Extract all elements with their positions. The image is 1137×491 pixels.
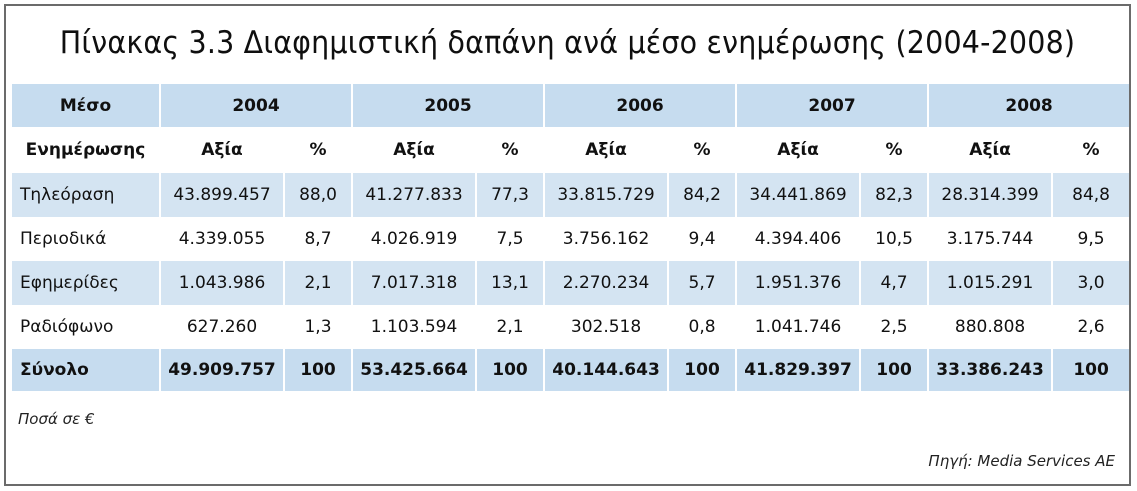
cell-value: 7.017.318 [351,261,477,305]
currency-note: Ποσά σε € [18,410,95,428]
table-title: Πίνακας 3.3 Διαφημιστική δαπάνη ανά μέσο… [59,25,1076,61]
cell-percent: 2,6 [1051,305,1130,349]
cell-percent: 10,5 [859,217,929,261]
header-year: 2007 [735,84,929,127]
cell-value: 41.277.833 [351,173,477,217]
cell-value: 43.899.457 [159,173,284,217]
total-percent: 100 [1051,349,1130,391]
cell-percent: 84,8 [1051,173,1130,217]
cell-percent: 4,7 [859,261,929,305]
advertising-spend-table: Μέσο 2004 2005 2006 2007 2008 Ενημέρωσης… [12,84,1130,391]
header-percent: % [1051,127,1130,173]
cell-percent: 3,0 [1051,261,1130,305]
cell-percent: 82,3 [859,173,929,217]
total-value: 53.425.664 [351,349,477,391]
total-label: Σύνολο [12,349,160,391]
table-row: Ραδιόφωνο 627.260 1,3 1.103.594 2,1 302.… [12,305,1130,349]
cell-percent: 8,7 [282,217,353,261]
cell-value: 2.270.234 [543,261,669,305]
cell-value: 4.026.919 [351,217,477,261]
table-row: Περιοδικά 4.339.055 8,7 4.026.919 7,5 3.… [12,217,1130,261]
total-value: 40.144.643 [543,349,669,391]
cell-percent: 9,4 [667,217,737,261]
header-year: 2004 [158,84,353,127]
cell-percent: 7,5 [475,217,545,261]
row-label: Περιοδικά [20,229,107,249]
row-label: Ραδιόφωνο [20,317,114,337]
table-figure: Πίνακας 3.3 Διαφημιστική δαπάνη ανά μέσο… [4,4,1131,486]
total-row: Σύνολο 49.909.757 100 53.425.664 100 40.… [12,349,1130,391]
header-value: Αξία [543,127,669,173]
total-percent: 100 [667,349,737,391]
table-row: Τηλεόραση 43.899.457 88,0 41.277.833 77,… [12,173,1130,217]
cell-value: 302.518 [543,305,669,349]
header-year: 2005 [351,84,545,127]
total-value: 33.386.243 [927,349,1053,391]
cell-percent: 2,1 [475,305,545,349]
cell-percent: 9,5 [1051,217,1130,261]
header-medium-cont: Ενημέρωσης [12,127,160,173]
cell-percent: 88,0 [282,173,353,217]
cell-percent: 2,1 [282,261,353,305]
header-row-subcolumns: Ενημέρωσης Αξία % Αξία % Αξία % Αξία % Α… [12,127,1130,173]
header-row-years: Μέσο 2004 2005 2006 2007 2008 [12,84,1130,127]
header-year: 2006 [543,84,737,127]
cell-percent: 13,1 [475,261,545,305]
cell-value: 1.041.746 [735,305,861,349]
header-percent: % [859,127,929,173]
cell-percent: 5,7 [667,261,737,305]
cell-percent: 2,5 [859,305,929,349]
row-label: Εφημερίδες [12,261,160,305]
row-label: Τηλεόραση [12,173,160,217]
total-percent: 100 [859,349,929,391]
cell-value: 4.394.406 [735,217,861,261]
total-value: 41.829.397 [735,349,861,391]
header-value: Αξία [351,127,477,173]
cell-value: 627.260 [159,305,284,349]
cell-value: 1.015.291 [927,261,1053,305]
header-percent: % [282,127,353,173]
table-row: Εφημερίδες 1.043.986 2,1 7.017.318 13,1 … [12,261,1130,305]
cell-percent: 0,8 [667,305,737,349]
cell-value: 34.441.869 [735,173,861,217]
cell-value: 4.339.055 [159,217,284,261]
total-percent: 100 [475,349,545,391]
header-medium: Μέσο [12,84,160,127]
cell-value: 3.175.744 [927,217,1053,261]
total-percent: 100 [282,349,353,391]
cell-value: 880.808 [927,305,1053,349]
source-note: Πηγή: Media Services AE [928,452,1115,470]
cell-value: 3.756.162 [543,217,669,261]
cell-percent: 77,3 [475,173,545,217]
cell-value: 1.043.986 [159,261,284,305]
cell-value: 33.815.729 [543,173,669,217]
cell-value: 28.314.399 [927,173,1053,217]
total-value: 49.909.757 [159,349,284,391]
cell-value: 1.103.594 [351,305,477,349]
header-percent: % [667,127,737,173]
header-year: 2008 [927,84,1130,127]
header-value: Αξία [927,127,1053,173]
cell-value: 1.951.376 [735,261,861,305]
header-value: Αξία [159,127,284,173]
cell-percent: 1,3 [282,305,353,349]
header-value: Αξία [735,127,861,173]
cell-percent: 84,2 [667,173,737,217]
header-percent: % [475,127,545,173]
